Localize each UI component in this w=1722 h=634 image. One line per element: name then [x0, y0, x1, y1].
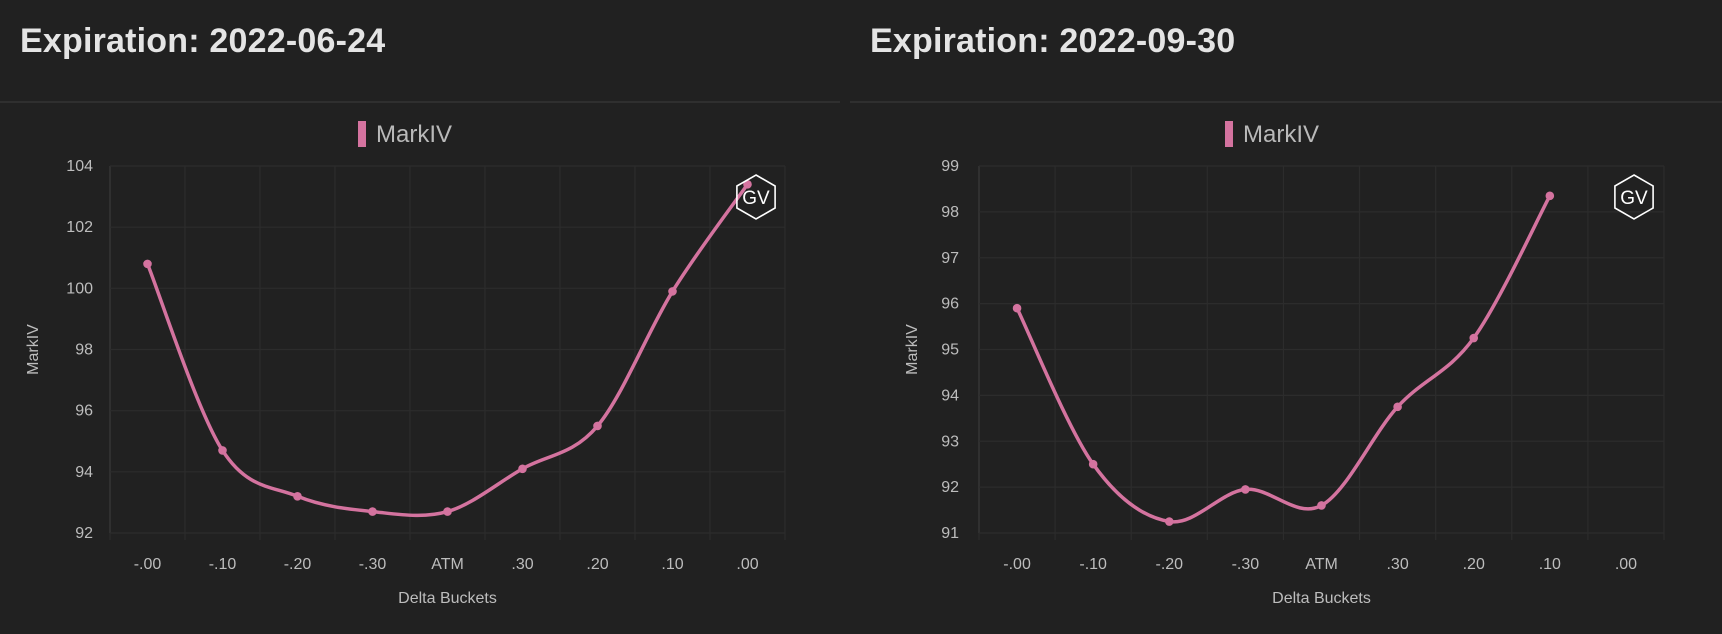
gv-logo: GV — [1614, 174, 1654, 220]
markiv-chart[interactable]: 91 92 93 94 95 96 97 98 99 -.00 -.10 -.20 -.30 ATM .30… — [850, 0, 1722, 634]
legend-label: MarkIV — [1243, 121, 1319, 148]
y-tick-label: 92 — [75, 525, 93, 542]
data-point[interactable] — [1317, 501, 1326, 510]
x-tick-label: -.20 — [284, 556, 312, 573]
x-tick-label: .10 — [1539, 556, 1561, 573]
y-tick-label: 98 — [941, 204, 959, 221]
panel-title: Expiration: 2022-06-24 — [20, 22, 386, 60]
logo-hexagon — [736, 174, 776, 220]
y-tick-label: 94 — [941, 387, 959, 404]
x-tick-label: -.20 — [1155, 556, 1183, 573]
x-axis-title: Delta Buckets — [1272, 590, 1371, 607]
panel-title: Expiration: 2022-09-30 — [870, 22, 1236, 60]
x-tick-label: -.10 — [209, 556, 237, 573]
y-tick-label: 94 — [75, 464, 93, 481]
x-tick-label: .30 — [1386, 556, 1408, 573]
data-point[interactable] — [1088, 459, 1098, 469]
logo-hexagon — [1614, 174, 1654, 220]
data-point[interactable] — [1012, 303, 1022, 313]
y-tick-label: 102 — [66, 219, 93, 236]
data-point[interactable] — [368, 507, 377, 516]
x-tick-label: -.00 — [134, 556, 162, 573]
x-tick-label: .00 — [736, 556, 758, 573]
markiv-chart[interactable]: 92 94 96 98 100 102 104 -.00 -.10 -.20 -.30 ATM .30.… — [0, 0, 840, 634]
x-tick-label: -.10 — [1079, 556, 1107, 573]
x-tick-label: ATM — [1305, 556, 1338, 573]
y-axis-title: MarkIV — [904, 324, 921, 375]
y-tick-label: 96 — [941, 296, 959, 313]
legend[interactable]: MarkIV — [1225, 121, 1319, 148]
data-point[interactable] — [1393, 402, 1402, 412]
x-tick-label: .30 — [511, 556, 533, 573]
legend[interactable]: MarkIV — [358, 121, 452, 148]
gv-logo: GV — [736, 174, 776, 220]
expiration-panel: Expiration: 2022-06-24 92 94 96 98 100 102 104… — [0, 0, 840, 634]
y-tick-label: 92 — [941, 479, 959, 496]
x-tick-label: -.00 — [1003, 556, 1031, 573]
data-point[interactable] — [1241, 485, 1250, 494]
logo-text: GV — [1620, 188, 1648, 209]
expiration-panel: Expiration: 2022-09-30 91 92 93 94 95 96 97 98 9… — [850, 0, 1722, 634]
y-tick-label: 97 — [941, 250, 959, 267]
legend-label: MarkIV — [376, 121, 452, 148]
x-tick-label: .00 — [1615, 556, 1637, 573]
x-axis-title: Delta Buckets — [398, 590, 497, 607]
y-tick-label: 99 — [941, 158, 959, 175]
panel-divider — [850, 101, 1722, 103]
data-point[interactable] — [1545, 191, 1555, 201]
x-tick-label: .20 — [1463, 556, 1485, 573]
data-point[interactable] — [1164, 517, 1174, 526]
data-point[interactable] — [1469, 333, 1479, 343]
data-point[interactable] — [293, 492, 302, 501]
legend-swatch — [1225, 121, 1233, 147]
legend-swatch — [358, 121, 366, 147]
x-tick-label: .10 — [661, 556, 683, 573]
x-tick-label: -.30 — [1232, 556, 1260, 573]
x-tick-label: ATM — [431, 556, 464, 573]
x-tick-label: -.30 — [359, 556, 387, 573]
y-axis-title: MarkIV — [25, 324, 42, 375]
y-tick-label: 93 — [941, 433, 959, 450]
panel-divider — [0, 101, 840, 103]
data-point[interactable] — [668, 287, 677, 296]
y-tick-label: 98 — [75, 342, 93, 359]
y-tick-label: 104 — [66, 158, 93, 175]
data-point[interactable] — [518, 464, 527, 474]
data-point[interactable] — [593, 421, 602, 431]
data-point[interactable] — [218, 446, 227, 455]
y-tick-label: 95 — [941, 342, 959, 359]
x-tick-label: .20 — [586, 556, 608, 573]
data-point[interactable] — [143, 259, 152, 269]
y-tick-label: 96 — [75, 403, 93, 420]
y-tick-label: 100 — [66, 280, 93, 297]
logo-text: GV — [742, 188, 770, 209]
y-tick-label: 91 — [941, 525, 959, 542]
data-point[interactable] — [443, 507, 452, 516]
